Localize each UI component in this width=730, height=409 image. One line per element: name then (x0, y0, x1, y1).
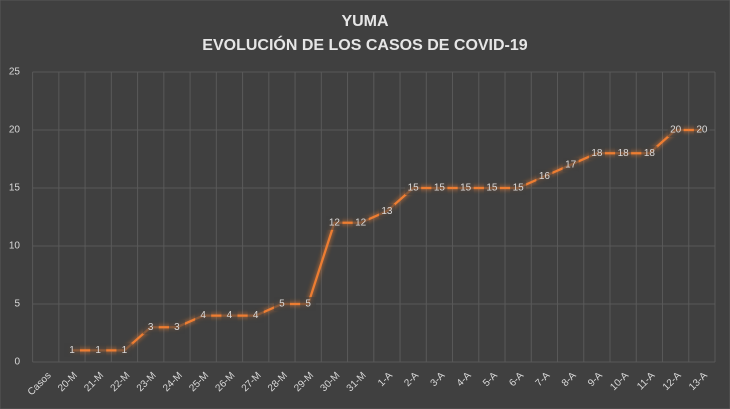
data-label-bg (221, 308, 238, 323)
y-tick-label: 15 (9, 183, 21, 194)
data-label: 15 (434, 183, 446, 194)
chart-subtitle: EVOLUCIÓN DE LOS CASOS DE COVID-19 (202, 35, 527, 54)
data-label-bg (457, 181, 474, 195)
data-label: 12 (329, 217, 341, 228)
data-label: 4 (200, 310, 206, 321)
data-label: 3 (174, 322, 180, 333)
data-label: 20 (670, 125, 682, 136)
data-label: 3 (148, 322, 154, 333)
data-label-bg (273, 297, 290, 311)
data-label: 1 (122, 345, 128, 356)
data-label: 18 (591, 148, 603, 159)
data-label-bg (168, 320, 185, 335)
data-label-bg (510, 181, 527, 195)
data-label: 18 (644, 148, 656, 159)
data-label-bg (431, 181, 448, 195)
data-label-bg (90, 343, 107, 358)
data-label-bg (63, 343, 80, 358)
data-label-bg (562, 157, 579, 172)
data-label-bg (641, 146, 658, 161)
data-label: 1 (69, 345, 75, 356)
data-label-bg (378, 204, 395, 219)
data-label: 16 (539, 171, 551, 182)
data-label: 12 (355, 217, 367, 228)
data-label: 15 (513, 183, 525, 194)
data-label-bg (693, 123, 710, 137)
data-label: 1 (95, 345, 101, 356)
data-label-bg (483, 181, 500, 195)
y-tick-label: 25 (9, 67, 21, 78)
data-label-bg (195, 308, 212, 323)
data-label: 15 (408, 183, 420, 194)
y-tick-label: 5 (14, 299, 20, 310)
data-label: 5 (279, 299, 285, 310)
data-label-bg (300, 297, 317, 311)
y-tick-label: 0 (14, 357, 20, 368)
data-label: 4 (227, 310, 233, 321)
data-label-bg (116, 343, 133, 358)
data-label: 5 (305, 299, 311, 310)
data-label: 15 (460, 183, 472, 194)
data-label-bg (405, 181, 422, 195)
data-label-bg (352, 215, 369, 230)
data-label-bg (588, 146, 605, 161)
data-label: 4 (253, 310, 259, 321)
data-label-bg (536, 169, 553, 184)
data-label: 13 (381, 206, 393, 217)
data-label: 20 (696, 125, 708, 136)
data-label-bg (326, 215, 343, 230)
y-tick-label: 20 (9, 125, 21, 136)
chart-title: YUMA (341, 13, 389, 30)
data-label-bg (142, 320, 159, 335)
data-label: 18 (618, 148, 630, 159)
data-label-bg (615, 146, 632, 161)
data-label-bg (247, 308, 264, 323)
data-label: 17 (565, 159, 577, 170)
data-label-bg (667, 123, 684, 137)
data-label: 15 (486, 183, 498, 194)
y-tick-label: 10 (9, 241, 21, 252)
